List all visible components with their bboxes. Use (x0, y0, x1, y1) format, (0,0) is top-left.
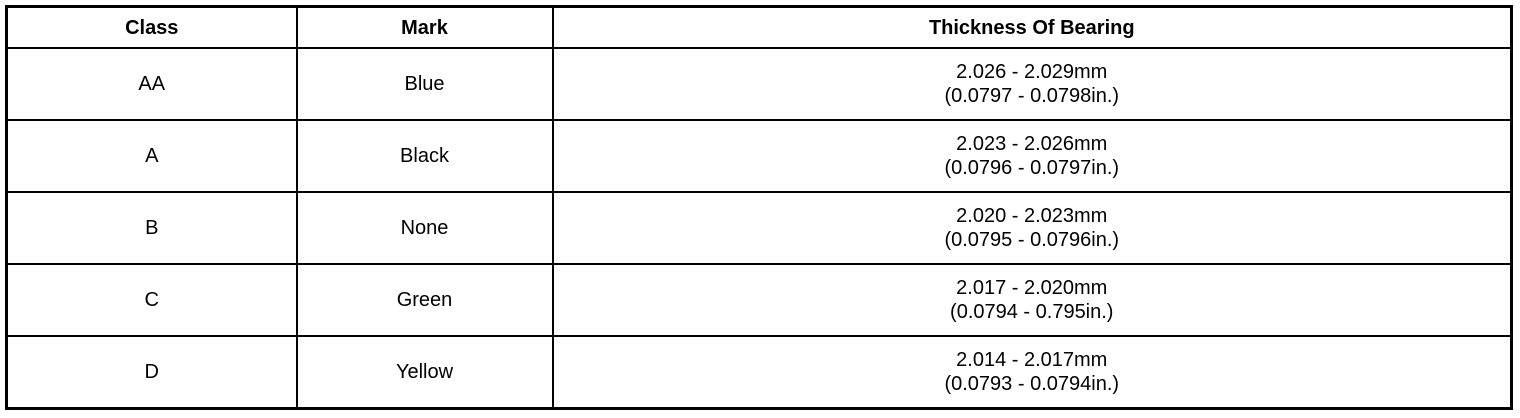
cell-thickness: 2.020 - 2.023mm (0.0795 - 0.0796in.) (551, 191, 1513, 265)
cell-mark: Blue (295, 47, 554, 121)
thickness-in: (0.0794 - 0.795in.) (950, 301, 1114, 323)
header-thickness: Thickness Of Bearing (551, 5, 1513, 49)
table-row: AA Blue 2.026 - 2.029mm (0.0797 - 0.0798in.… (5, 47, 1513, 121)
table-row: D Yellow 2.014 - 2.017mm (0.0793 - 0.0794in… (5, 335, 1513, 410)
thickness-in: (0.0793 - 0.0794in.) (944, 373, 1120, 395)
header-class: Class (5, 5, 298, 49)
cell-class: B (5, 191, 298, 265)
cell-mark: Yellow (295, 335, 554, 410)
cell-class: A (5, 119, 298, 193)
thickness-in: (0.0797 - 0.0798in.) (944, 85, 1120, 107)
cell-class: AA (5, 47, 298, 121)
table-row: A Black 2.023 - 2.026mm (0.0796 - 0.0797in.… (5, 119, 1513, 193)
cell-mark: Black (295, 119, 554, 193)
cell-thickness: 2.026 - 2.029mm (0.0797 - 0.0798in.) (551, 47, 1513, 121)
cell-mark: Green (295, 263, 554, 337)
cell-mark: None (295, 191, 554, 265)
thickness-mm: 2.023 - 2.026mm (956, 133, 1108, 155)
table-row: C Green 2.017 - 2.020mm (0.0794 - 0.795in.) (5, 263, 1513, 337)
thickness-mm: 2.020 - 2.023mm (956, 205, 1108, 227)
cell-thickness: 2.017 - 2.020mm (0.0794 - 0.795in.) (551, 263, 1513, 337)
thickness-mm: 2.017 - 2.020mm (956, 277, 1108, 299)
thickness-mm: 2.026 - 2.029mm (956, 61, 1108, 83)
thickness-in: (0.0795 - 0.0796in.) (944, 229, 1120, 251)
cell-thickness: 2.023 - 2.026mm (0.0796 - 0.0797in.) (551, 119, 1513, 193)
cell-class: C (5, 263, 298, 337)
table-row: B None 2.020 - 2.023mm (0.0795 - 0.0796in.) (5, 191, 1513, 265)
cell-thickness: 2.014 - 2.017mm (0.0793 - 0.0794in.) (551, 335, 1513, 410)
thickness-mm: 2.014 - 2.017mm (956, 349, 1108, 371)
header-row: Class Mark Thickness Of Bearing (5, 5, 1513, 49)
cell-class: D (5, 335, 298, 410)
header-mark: Mark (295, 5, 554, 49)
thickness-in: (0.0796 - 0.0797in.) (944, 157, 1120, 179)
bearing-thickness-table: Class Mark Thickness Of Bearing AA Blue 2.… (5, 5, 1513, 410)
